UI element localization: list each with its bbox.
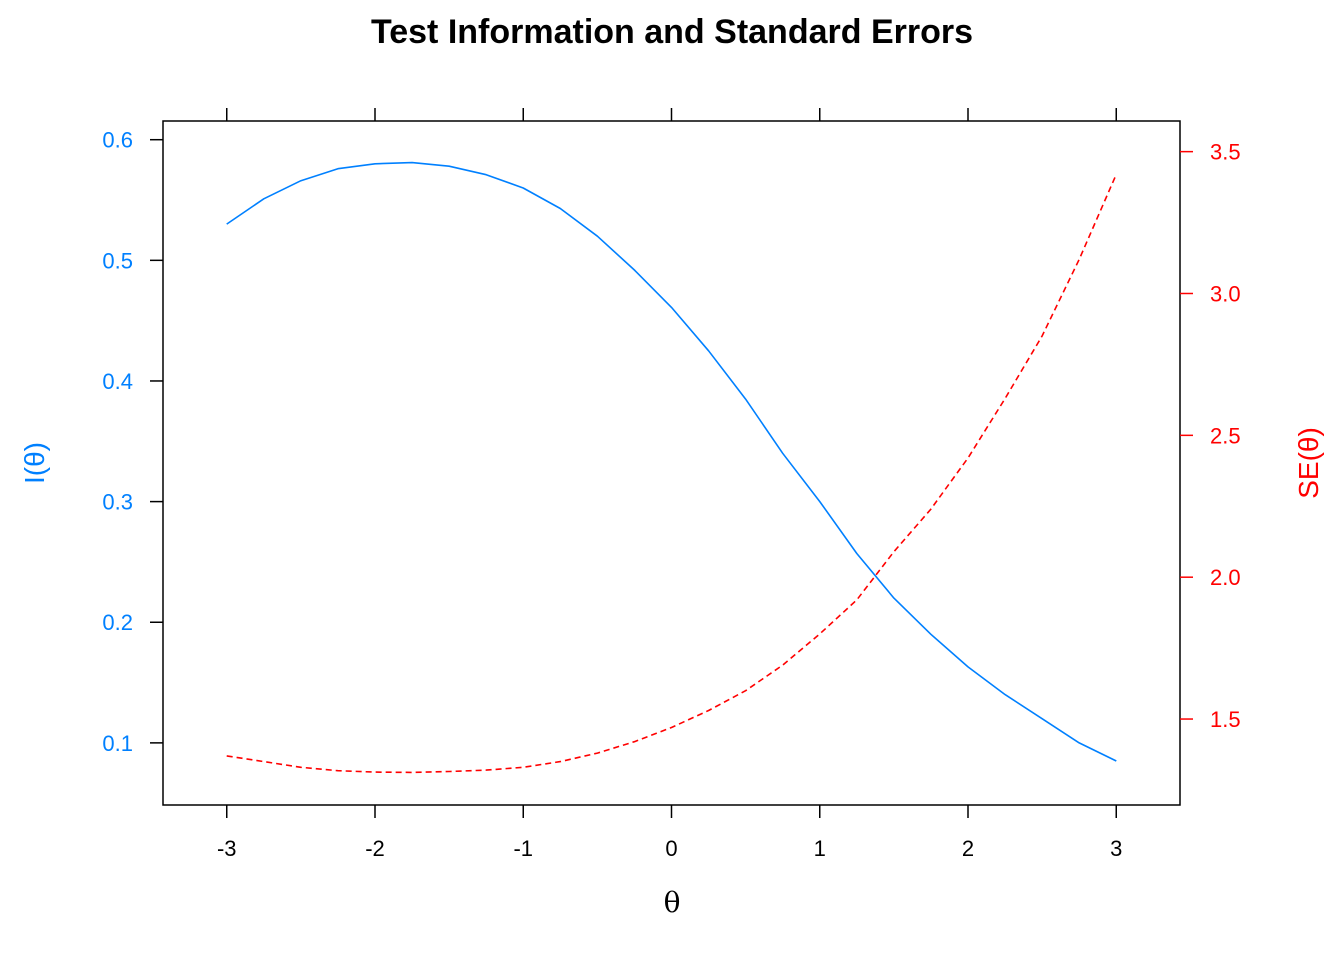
left-y-tick-label: 0.1 bbox=[102, 731, 133, 756]
left-y-tick-label: 0.3 bbox=[102, 490, 133, 515]
right-y-tick-label: 3.5 bbox=[1210, 140, 1241, 165]
x-axis-title: θ bbox=[664, 886, 681, 919]
left-y-tick-label: 0.2 bbox=[102, 610, 133, 635]
right-y-tick-label: 2.5 bbox=[1210, 423, 1241, 448]
left-y-axis-title: I(θ) bbox=[19, 442, 50, 484]
left-y-tick-label: 0.6 bbox=[102, 128, 133, 153]
x-tick-label: 2 bbox=[962, 836, 974, 861]
x-tick-label: 3 bbox=[1110, 836, 1122, 861]
right-y-tick-label: 1.5 bbox=[1210, 707, 1241, 732]
left-y-tick-label: 0.4 bbox=[102, 369, 133, 394]
x-tick-label: -3 bbox=[217, 836, 237, 861]
x-tick-label: 0 bbox=[665, 836, 677, 861]
series-layer bbox=[226, 161, 1118, 774]
left-y-tick-label: 0.5 bbox=[102, 248, 133, 273]
right-y-axis-title: SE(θ) bbox=[1293, 427, 1324, 499]
se-curve bbox=[226, 173, 1118, 774]
ticks-layer: -3 -2 -1 0 1 2 3 0.1 0.2 0.3 0.4 0.5 0.6 1.5 2.0 2.5 3.0… bbox=[102, 108, 1241, 861]
right-y-tick-label: 2.0 bbox=[1210, 565, 1241, 590]
x-tick-label: 1 bbox=[814, 836, 826, 861]
information-curve bbox=[226, 161, 1117, 762]
right-y-tick-label: 3.0 bbox=[1210, 281, 1241, 306]
plot-frame bbox=[162, 120, 1181, 806]
chart-title: Test Information and Standard Errors bbox=[371, 13, 973, 51]
x-tick-label: -1 bbox=[513, 836, 533, 861]
x-tick-label: -2 bbox=[365, 836, 385, 861]
